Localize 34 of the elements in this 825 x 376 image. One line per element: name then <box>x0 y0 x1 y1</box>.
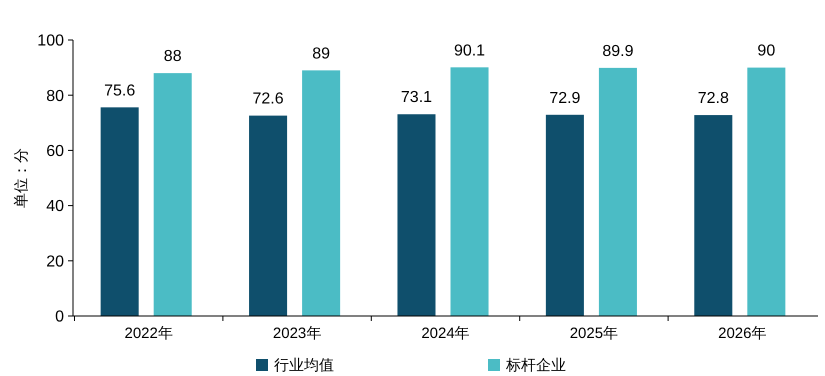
y-tick-label: 60 <box>46 143 64 160</box>
data-label: 89 <box>312 45 330 62</box>
bar <box>546 114 584 316</box>
bar <box>302 70 340 316</box>
data-label: 72.6 <box>252 90 284 108</box>
bar <box>747 68 786 316</box>
x-tick-label: 2026年 <box>718 325 766 342</box>
legend-label: 行业均值 <box>274 357 334 374</box>
data-label: 72.9 <box>549 90 581 107</box>
y-tick-label: 20 <box>46 253 64 270</box>
data-label: 90 <box>757 42 776 60</box>
y-tick-label: 40 <box>46 198 64 216</box>
x-tick-label: 2022年 <box>124 325 173 342</box>
y-tick-label: 0 <box>55 308 64 326</box>
data-label: 89.9 <box>602 42 634 60</box>
bar <box>154 73 192 316</box>
x-tick-label: 2024年 <box>421 325 470 342</box>
data-label: 90.1 <box>454 42 486 60</box>
bar <box>397 114 436 316</box>
bar <box>598 68 637 316</box>
legend-label: 标杆企业 <box>505 357 566 374</box>
data-label: 88 <box>164 48 182 66</box>
x-tick-label: 2025年 <box>570 325 618 342</box>
bar <box>100 107 139 316</box>
y-tick-label: 100 <box>37 32 64 50</box>
bar <box>249 116 288 316</box>
data-label: 72.8 <box>698 90 729 108</box>
y-axis-title: 单位：分 <box>13 148 30 208</box>
bar <box>694 115 732 316</box>
data-label: 75.6 <box>104 82 136 100</box>
y-tick-label: 80 <box>46 88 64 105</box>
x-tick-label: 2023年 <box>272 325 322 342</box>
bar <box>450 67 489 316</box>
data-label: 73.1 <box>400 89 432 106</box>
